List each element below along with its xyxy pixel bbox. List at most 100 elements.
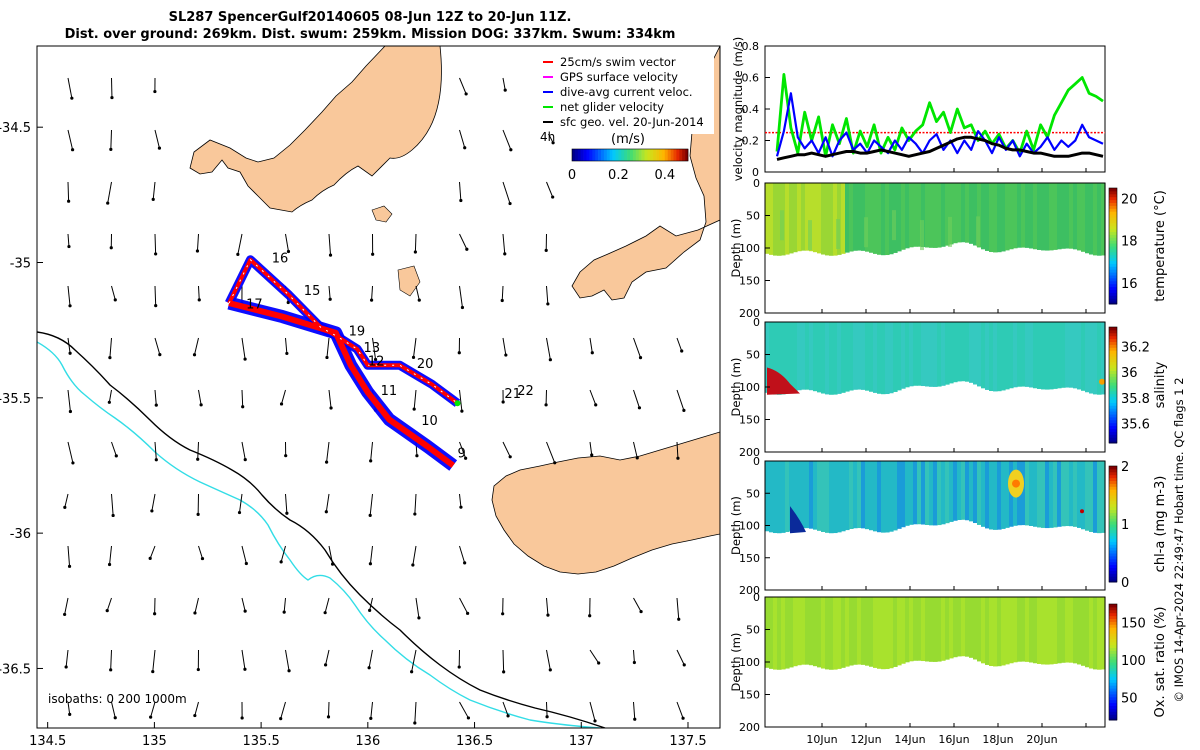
depth-data-column [945,597,950,660]
depth-data-column [1085,597,1090,668]
geo-velocity-arrow [196,493,200,517]
depth-data-column [961,183,966,243]
map-colorbar-swatch [624,149,628,161]
depth-data-column [941,461,946,525]
velocity-y-tick-label: 0 [752,166,759,179]
map-colorbar-swatch [661,149,666,161]
map-colorbar-swatch [685,149,689,161]
section-colorbar-swatch [1109,292,1117,296]
depth-data-column [1033,597,1038,664]
depth-y-tick-label: 150 [739,552,760,565]
depth-data-column [1021,461,1026,526]
section-colorbar-swatch [1109,199,1117,203]
geo-velocity-arrow [148,545,156,560]
time-x-tick-label: 10Jun [806,733,837,746]
depth-data-column [857,183,862,251]
section-colorbar-swatch [1109,561,1117,566]
depth-data-column [997,597,1002,667]
geo-velocity-arrow [500,285,504,303]
depth-ylabel: Depth (m) [729,358,743,417]
depth-data-column [1101,597,1106,670]
section-colorbar-swatch [1109,344,1117,348]
track-day-label: 21 [504,387,521,402]
section-colorbar-swatch [1109,208,1117,212]
depth-data-column [829,597,834,670]
depth-data-column [1049,597,1054,665]
geo-velocity-arrow [195,233,200,253]
depth-y-tick-label: 0 [753,316,760,329]
geo-velocity-arrow [544,233,548,252]
salinity-edge-feature [1099,378,1105,385]
depth-data-column [1077,322,1082,390]
map-colorbar-swatch [609,149,613,161]
depth-data-column [1089,322,1094,394]
depth-data-column [861,597,866,665]
depth-data-column [861,322,866,390]
depth-data-column [1013,597,1018,663]
geo-velocity-arrow [111,285,117,302]
section-colorbar-swatch [1109,714,1117,718]
legend-label: dive-avg current veloc. [560,85,693,99]
depth-data-column [861,183,866,251]
geo-velocity-arrow [192,337,199,357]
section-colorbar-label: temperature (°C) [1153,190,1168,302]
depth-data-column [1045,322,1050,390]
depth-data-column [805,461,810,529]
depth-y-tick-label: 100 [739,520,760,533]
depth-data-column [817,322,822,393]
section-colorbar-swatch [1109,664,1117,669]
depth-data-column [1065,322,1070,388]
depth-data-column [1025,597,1030,662]
geo-velocity-arrow [502,129,513,152]
depth-data-column [777,597,782,670]
geo-velocity-arrow [589,441,594,457]
geo-velocity-arrow [241,441,247,462]
section-colorbar-frame [1108,187,1118,305]
section-colorbar-swatch [1109,248,1117,253]
depth-data-column [901,322,906,389]
depth-data-column [1029,322,1034,388]
geo-velocity-arrow [413,233,417,254]
depth-data-column [889,461,894,532]
depth-data-column [1097,183,1102,256]
geo-velocity-arrow [324,441,330,464]
depth-data-column [1001,322,1006,391]
depth-data-column [825,461,830,533]
geo-velocity-arrow [279,545,286,564]
depth-data-column [777,183,782,256]
geo-velocity-arrow [154,233,158,256]
depth-data-column [869,461,874,531]
depth-data-column [893,597,898,667]
depth-data-column [1101,461,1106,533]
depth-data-column [841,183,846,254]
geo-velocity-arrow [111,493,115,518]
section-colorbar-swatch [1109,708,1117,712]
map-colorbar-tick: 0 [568,168,576,183]
depth-data-column [925,597,930,662]
depth-data-column [1073,597,1078,664]
depth-data-column [809,322,814,391]
map-x-tick-label: 135.5 [243,734,280,749]
section-colorbar-swatch [1109,606,1117,611]
section-colorbar-swatch [1109,263,1117,267]
section-colorbar-swatch [1109,630,1117,634]
depth-data-column [1013,183,1018,249]
depth-data-column [1005,597,1010,665]
map-y-tick-label: -35 [10,257,31,272]
section-colorbar-swatch [1109,385,1117,389]
geo-velocity-arrow [198,389,203,407]
section-colorbar-tick: 18 [1121,235,1138,250]
map-colorbar-swatch [606,149,610,161]
depth-data-column [933,322,938,387]
geo-velocity-arrow [63,597,69,617]
depth-data-column [837,183,842,255]
section-colorbar-swatch [1109,399,1117,403]
section-colorbar-swatch [1109,489,1117,493]
depth-data-column [1089,183,1094,255]
depth-data-column [945,461,950,524]
depth-data-column [1061,183,1066,249]
depth-data-column [977,322,982,387]
geo-velocity-arrow [546,181,555,199]
section-colorbar-swatch [1109,471,1117,476]
